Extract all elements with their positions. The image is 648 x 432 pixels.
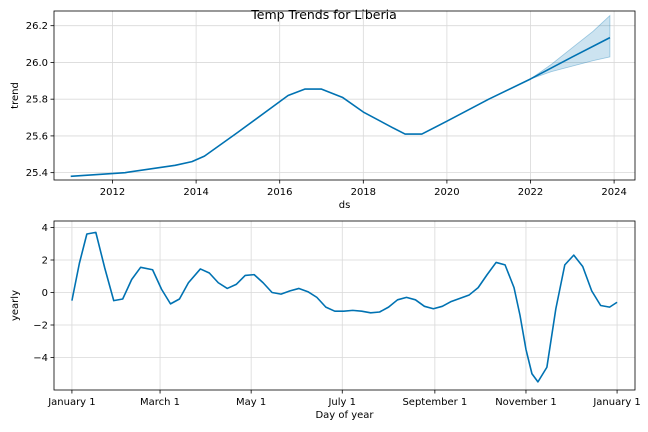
- trend-x-tick-label-4: 2020: [434, 187, 459, 198]
- trend-y-ticks: 25.4 25.6 25.8 26.0 26.2: [26, 21, 54, 179]
- yearly-y-tick-label-4: 4: [42, 223, 48, 234]
- yearly-x-tick-label-4: September 1: [402, 397, 467, 408]
- trend-x-tick-label-5: 2022: [518, 187, 543, 198]
- yearly-gridlines: [54, 221, 635, 390]
- trend-y-tick-label-1: 25.6: [26, 131, 48, 142]
- trend-gridlines: [54, 11, 635, 180]
- yearly-x-tick-label-0: January 1: [47, 397, 95, 408]
- trend-x-tick-label-6: 2024: [601, 187, 626, 198]
- trend-x-tick-label-1: 2014: [183, 187, 208, 198]
- trend-axes-frame: [53, 10, 636, 181]
- yearly-x-tick-label-3: July 1: [327, 397, 356, 408]
- yearly-x-tick-label-2: May 1: [236, 397, 266, 408]
- trend-x-ticks: 2012 2014 2016 2018 2020 2022 2024: [100, 180, 627, 198]
- yearly-x-tick-label-6: January 1: [592, 397, 640, 408]
- yearly-line-group: [71, 231, 618, 383]
- yearly-x-tick-label-5: November 1: [495, 397, 557, 408]
- trend-x-tick-label-0: 2012: [100, 187, 125, 198]
- yearly-series-line-0: [71, 231, 618, 383]
- trend-y-tick-label-0: 25.4: [26, 168, 48, 179]
- yearly-x-tick-label-1: March 1: [140, 397, 180, 408]
- yearly-y-axis-label: yearly: [10, 290, 21, 321]
- yearly-y-tick-label-3: 2: [42, 256, 48, 267]
- trend-series-line-0: [70, 36, 611, 178]
- yearly-x-ticks: January 1 March 1 May 1 July 1 September 1 No…: [47, 390, 641, 408]
- trend-y-axis-label: trend: [10, 82, 21, 109]
- trend-x-tick-label-2: 2016: [267, 187, 292, 198]
- trend-y-tick-label-2: 25.8: [26, 95, 48, 106]
- trend-y-tick-label-3: 26.0: [26, 58, 48, 69]
- trend-uncertainty-band: [530, 14, 611, 80]
- yearly-axes-frame: [53, 220, 636, 391]
- yearly-y-tick-label-1: −2: [33, 321, 48, 332]
- yearly-y-tick-label-2: 0: [42, 288, 48, 299]
- yearly-y-ticks: −4 −2 0 2 4: [33, 223, 54, 364]
- trend-line-group: [70, 36, 611, 178]
- trend-panel: 2012 2014 2016 2018 2020 2022 2024 25.425.625.…: [10, 10, 636, 211]
- trend-uncertainty-area: [530, 14, 611, 80]
- yearly-x-axis-label: Day of year: [315, 410, 374, 421]
- yearly-y-tick-label-0: −4: [33, 353, 48, 364]
- figure-title: Temp Trends for Liberia: [250, 7, 396, 22]
- trend-x-axis-label: ds: [339, 200, 351, 211]
- yearly-panel: January 1 March 1 May 1 July 1 September 1 No…: [10, 220, 641, 421]
- trend-x-tick-label-3: 2018: [351, 187, 376, 198]
- trend-y-tick-label-4: 26.2: [26, 21, 48, 32]
